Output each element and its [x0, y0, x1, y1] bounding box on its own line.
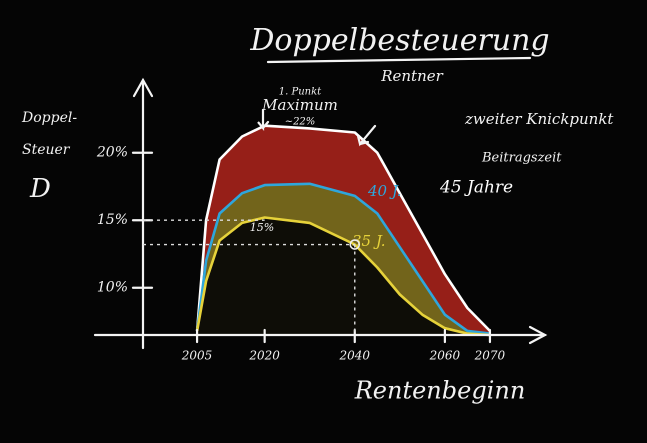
x-tick-label: 2070 [474, 349, 506, 363]
annotation: zweiter Knickpunkt [464, 110, 614, 128]
y-tick-label: 15% [97, 212, 128, 228]
x-axis-label: Rentenbeginn [354, 377, 526, 405]
annotation: 1. Punkt [279, 87, 322, 98]
series-label: 45 Jahre [439, 178, 513, 198]
x-tick-label: 2005 [181, 349, 213, 363]
y-axis-label: Doppel- [21, 110, 77, 126]
series-label: 40 J. [367, 182, 401, 200]
maximum-arrow [257, 108, 270, 132]
x-tick-label: 2040 [338, 349, 370, 363]
y-tick-label: 20% [96, 145, 128, 161]
knickpunkt-arrow [356, 124, 377, 147]
series-line [195, 124, 491, 332]
y-tick-label: 10% [97, 280, 128, 296]
annotation: Maximum [261, 96, 338, 114]
series-line [195, 182, 491, 335]
y-axis-arrow [132, 77, 154, 98]
x-tick-label: 2020 [248, 349, 280, 363]
x-axis-arrow [528, 325, 548, 345]
chart-subtitle: Rentner [380, 67, 443, 85]
y-axis-label: Steuer [22, 142, 71, 158]
series-line [195, 216, 490, 337]
title-underline [266, 56, 532, 64]
chart-title: Doppelbesteuerung [249, 23, 549, 58]
annotation: 15% [250, 221, 274, 234]
series-label: 35 J. [352, 232, 385, 250]
x-tick-label: 2060 [429, 349, 461, 363]
annotation: Beitragszeit [481, 151, 562, 166]
series-area [197, 217, 490, 335]
annotation: ~22% [285, 117, 316, 128]
plot-area [195, 124, 491, 337]
point-marker [349, 239, 361, 250]
y-axis-symbol: D [29, 174, 51, 204]
